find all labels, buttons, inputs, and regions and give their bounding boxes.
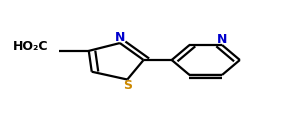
Text: N: N [217, 33, 227, 46]
Text: S: S [123, 79, 132, 92]
Text: N: N [115, 31, 125, 44]
Text: HO₂C: HO₂C [13, 40, 49, 53]
